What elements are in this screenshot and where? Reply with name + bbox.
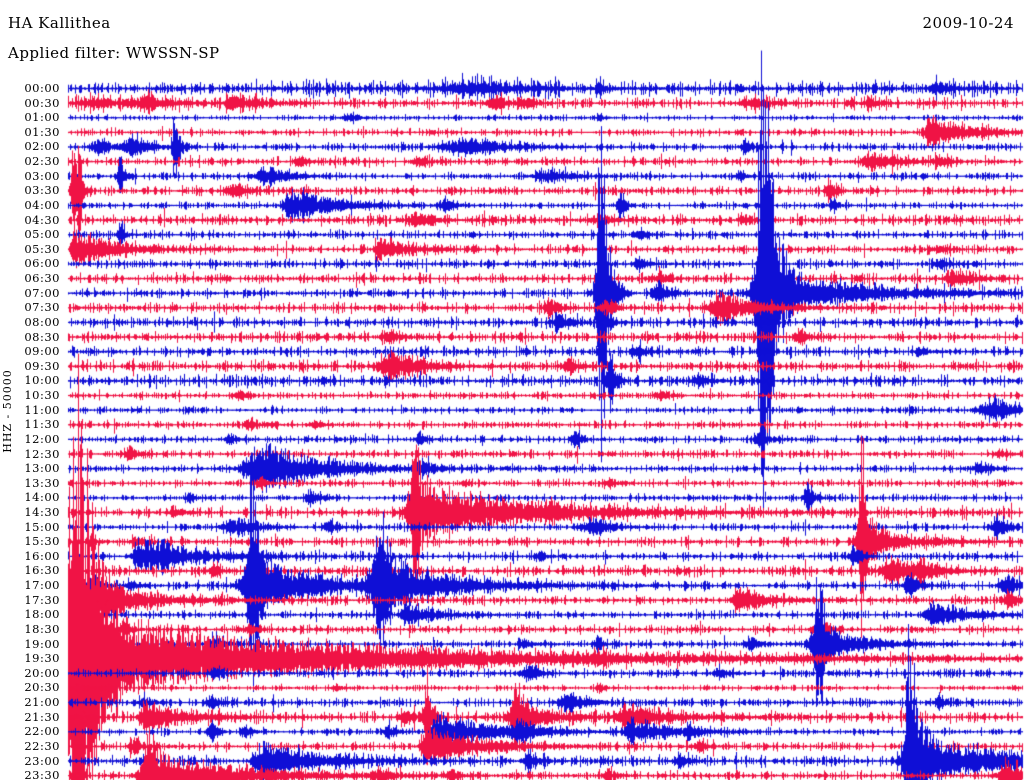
time-label: 10:30 <box>24 388 60 403</box>
time-label: 03:00 <box>24 168 60 183</box>
time-label: 00:00 <box>24 81 60 95</box>
time-label: 07:00 <box>24 285 60 300</box>
time-label: 21:00 <box>24 695 60 710</box>
time-label: 15:00 <box>24 519 60 534</box>
time-label: 19:00 <box>24 636 60 651</box>
time-label: 10:00 <box>24 373 60 388</box>
time-label: 21:30 <box>24 709 60 724</box>
applied-filter-label: Applied filter: WWSSN-SP <box>8 44 220 62</box>
time-label: 14:00 <box>24 490 60 505</box>
time-label: 11:30 <box>24 417 60 432</box>
time-label: 01:30 <box>24 124 60 139</box>
time-label: 16:30 <box>24 563 60 578</box>
time-label: 08:00 <box>24 314 60 329</box>
time-label: 02:30 <box>24 154 60 169</box>
time-label: 23:00 <box>24 753 60 768</box>
time-label: 22:00 <box>24 724 60 739</box>
time-label: 22:30 <box>24 738 60 753</box>
time-label: 23:30 <box>24 768 60 780</box>
time-label: 18:30 <box>24 621 60 636</box>
time-label: 06:30 <box>24 271 60 286</box>
time-label: 07:30 <box>24 300 60 315</box>
time-label: 09:30 <box>24 358 60 373</box>
time-label: 05:00 <box>24 227 60 242</box>
time-label: 00:30 <box>24 95 60 110</box>
time-label: 13:30 <box>24 475 60 490</box>
time-label: 02:00 <box>24 139 60 154</box>
station-title: HA Kallithea <box>8 14 111 32</box>
time-label: 12:00 <box>24 431 60 446</box>
time-label: 16:00 <box>24 548 60 563</box>
time-label: 17:00 <box>24 578 60 593</box>
time-label: 04:30 <box>24 212 60 227</box>
time-label: 04:00 <box>24 197 60 212</box>
time-label: 01:00 <box>24 110 60 125</box>
time-label: 08:30 <box>24 329 60 344</box>
time-label: 13:00 <box>24 461 60 476</box>
time-label: 20:30 <box>24 680 60 695</box>
time-label: 15:30 <box>24 534 60 549</box>
time-label: 06:00 <box>24 256 60 271</box>
time-label: 12:30 <box>24 446 60 461</box>
time-label: 14:30 <box>24 504 60 519</box>
time-label: 17:30 <box>24 592 60 607</box>
time-label: 20:00 <box>24 665 60 680</box>
time-label: 19:30 <box>24 651 60 666</box>
time-label: 05:30 <box>24 241 60 256</box>
time-label: 03:30 <box>24 183 60 198</box>
time-label: 09:00 <box>24 344 60 359</box>
time-label: 11:00 <box>24 402 60 417</box>
time-label: 18:00 <box>24 607 60 622</box>
record-date: 2009-10-24 <box>922 14 1014 32</box>
